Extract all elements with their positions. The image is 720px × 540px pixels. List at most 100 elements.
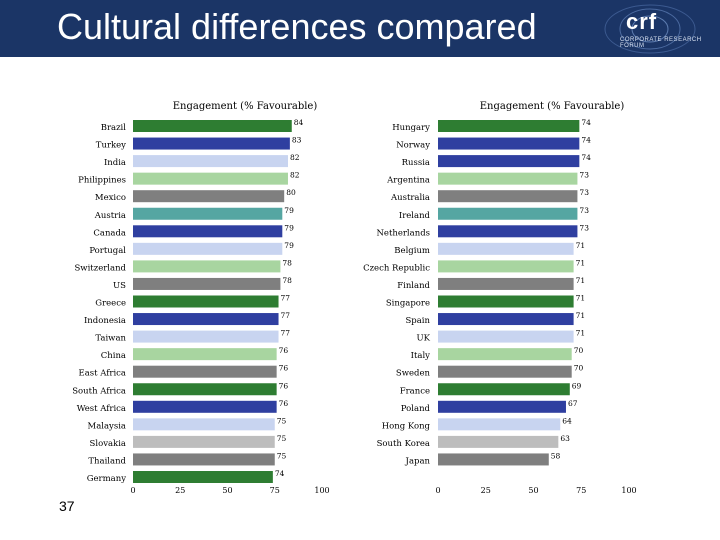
bar-row: Austria 79 xyxy=(94,206,294,221)
bar xyxy=(438,348,572,361)
bar xyxy=(133,383,277,396)
category-label: Malaysia xyxy=(87,421,126,431)
bar xyxy=(438,190,578,203)
value-label: 71 xyxy=(576,276,586,285)
value-label: 78 xyxy=(282,276,292,285)
category-label: Germany xyxy=(87,474,126,484)
bar-row: Taiwan 77 xyxy=(95,329,290,344)
value-label: 77 xyxy=(281,294,291,303)
bar-row: West Africa 76 xyxy=(77,399,289,414)
bar-row: Thailand 75 xyxy=(88,451,286,466)
bar xyxy=(133,400,277,413)
bar-row: Czech Republic 71 xyxy=(363,258,585,273)
bar xyxy=(438,172,578,185)
category-label: South Korea xyxy=(377,439,430,449)
value-label: 70 xyxy=(574,346,584,355)
value-label: 84 xyxy=(294,118,304,127)
category-label: Japan xyxy=(405,456,431,466)
bar xyxy=(133,190,285,203)
bar-row: Mexico 80 xyxy=(95,188,296,203)
category-label: Italy xyxy=(411,351,431,361)
category-label: India xyxy=(104,158,126,168)
category-label: Mexico xyxy=(95,193,126,203)
bar xyxy=(438,365,572,378)
value-label: 73 xyxy=(579,223,589,232)
bar xyxy=(438,295,574,308)
bar xyxy=(438,242,574,255)
bar xyxy=(133,277,281,290)
category-label: Czech Republic xyxy=(363,263,430,273)
value-label: 80 xyxy=(286,188,296,197)
bar xyxy=(133,155,288,168)
bar-row: Indonesia 77 xyxy=(84,311,290,326)
tick-label: 50 xyxy=(528,486,538,495)
value-label: 58 xyxy=(551,451,561,460)
tick-label: 25 xyxy=(481,486,491,495)
value-label: 70 xyxy=(574,364,584,373)
bar-row: Canada 79 xyxy=(93,223,294,238)
tick-label: 0 xyxy=(435,486,440,495)
bar xyxy=(438,225,578,238)
value-label: 73 xyxy=(579,171,589,180)
category-label: Belgium xyxy=(394,246,430,256)
category-label: Singapore xyxy=(386,299,430,309)
bar-row: Russia 74 xyxy=(402,153,592,168)
value-label: 75 xyxy=(277,451,287,460)
bar xyxy=(438,453,549,466)
bar xyxy=(133,471,273,483)
tick-label: 75 xyxy=(270,486,280,495)
category-label: West Africa xyxy=(77,404,126,414)
value-label: 73 xyxy=(579,188,589,197)
category-label: Spain xyxy=(405,316,430,326)
bar xyxy=(438,137,580,150)
ripple-icon xyxy=(604,4,696,54)
bar-row: Belgium 71 xyxy=(394,241,585,256)
chart-left: Engagement (% Favourable) Brazil 84 Turkey 8… xyxy=(72,101,329,495)
bar xyxy=(438,330,574,343)
logo-text: crf xyxy=(626,9,658,34)
category-label: Norway xyxy=(396,141,430,151)
chart-title: Engagement (% Favourable) xyxy=(480,101,625,112)
bar xyxy=(438,418,561,431)
category-label: Switzerland xyxy=(74,263,126,273)
bar-row: South Korea 63 xyxy=(377,434,571,449)
bar xyxy=(438,383,570,396)
bar xyxy=(133,313,279,326)
value-label: 74 xyxy=(275,469,285,478)
bar xyxy=(133,453,275,466)
category-label: South Africa xyxy=(72,386,126,396)
category-label: Canada xyxy=(93,228,126,238)
tick-label: 100 xyxy=(314,486,329,495)
bar-row: Italy 70 xyxy=(411,346,584,361)
page-number: 37 xyxy=(59,498,75,514)
bar-row: UK 71 xyxy=(416,329,585,344)
category-label: Indonesia xyxy=(84,316,126,326)
tick-label: 75 xyxy=(576,486,586,495)
bar-row: Switzerland 78 xyxy=(74,258,292,273)
category-label: Thailand xyxy=(88,456,126,466)
category-label: East Africa xyxy=(79,369,127,379)
bar xyxy=(133,330,279,343)
category-label: Brazil xyxy=(101,123,127,133)
logo-subtext: CORPORATE RESEARCH FORUM xyxy=(620,37,702,49)
bar-row: Turkey 83 xyxy=(96,136,302,151)
bar xyxy=(438,435,559,448)
category-label: Russia xyxy=(402,158,430,168)
category-label: Philippines xyxy=(78,176,126,186)
value-label: 69 xyxy=(572,381,582,390)
value-label: 79 xyxy=(284,206,294,215)
value-label: 79 xyxy=(284,223,294,232)
bar-row: South Africa 76 xyxy=(72,381,288,396)
value-label: 75 xyxy=(277,416,287,425)
bar-row: Brazil 84 xyxy=(101,118,304,133)
bar xyxy=(133,242,283,255)
bar xyxy=(133,137,290,150)
category-label: Austria xyxy=(94,211,126,221)
bar xyxy=(133,172,288,185)
bar xyxy=(133,225,283,238)
value-label: 76 xyxy=(279,381,289,390)
category-label: France xyxy=(400,386,430,396)
bar-row: France 69 xyxy=(400,381,582,396)
value-label: 76 xyxy=(279,399,289,408)
bar xyxy=(438,120,580,132)
